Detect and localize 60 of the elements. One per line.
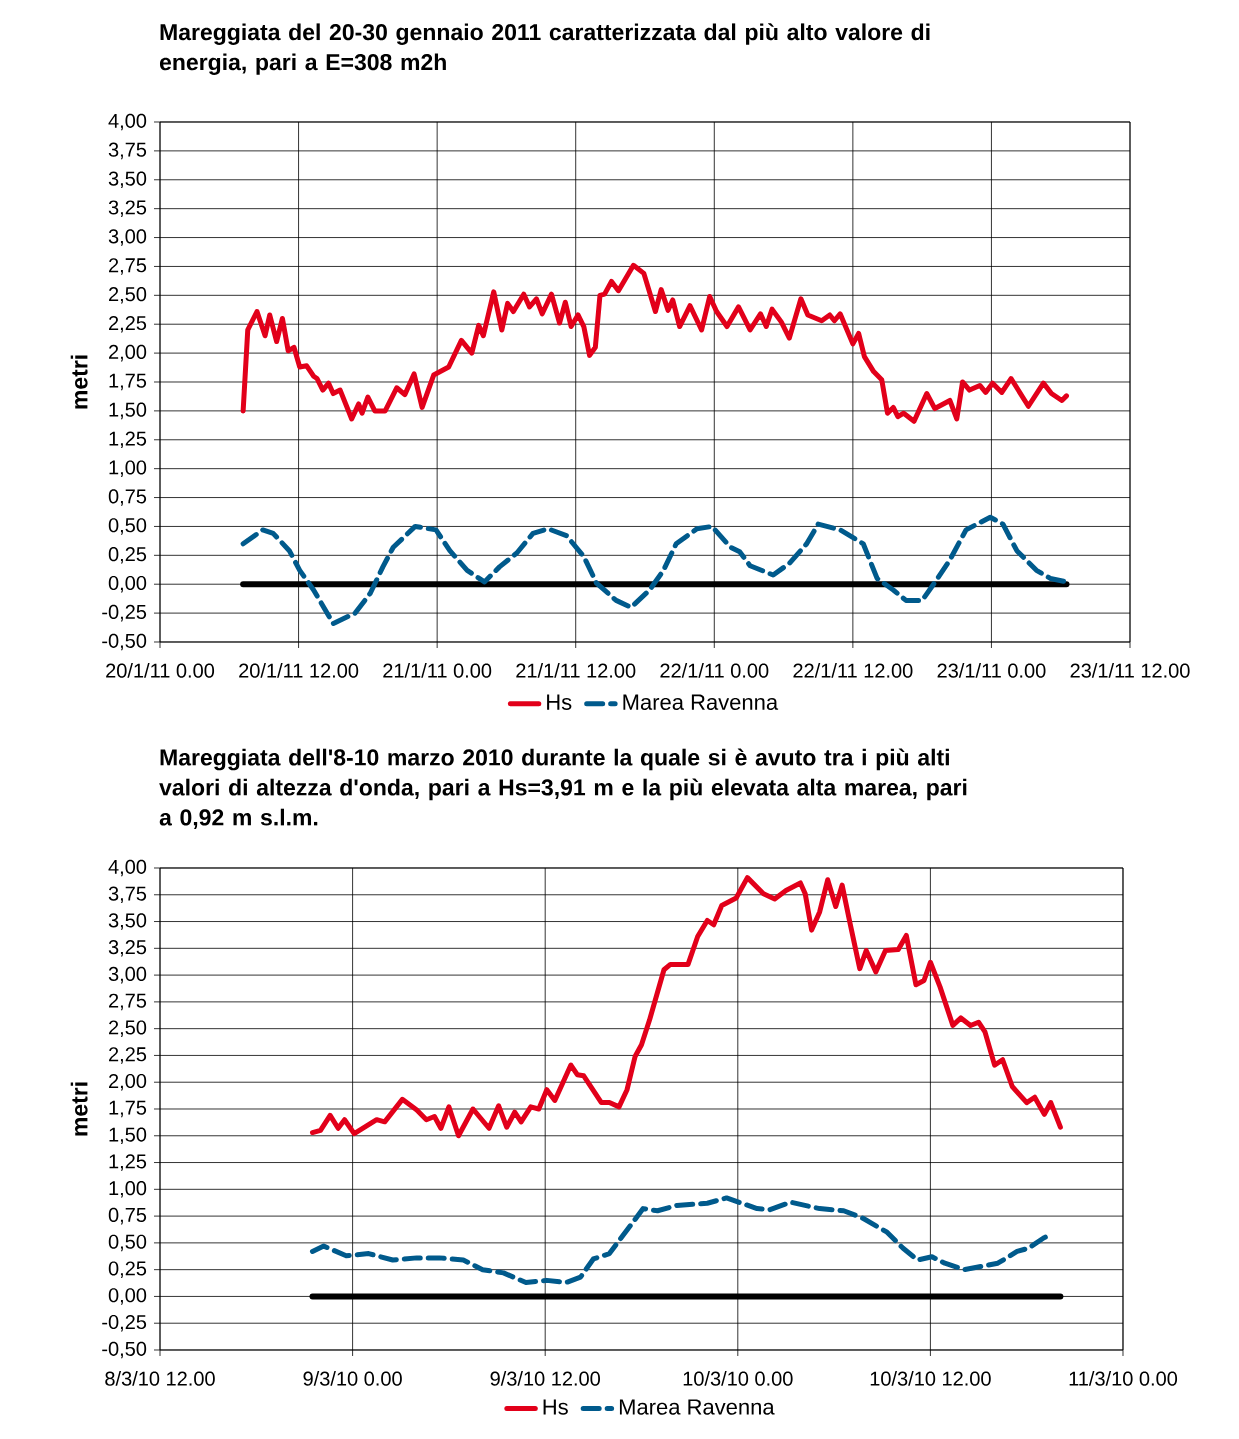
y-tick-label: 4,00 [108, 113, 147, 131]
y-tick-label: 0,00 [108, 575, 147, 593]
x-tick-label: 23/1/11 0.00 [937, 663, 1046, 678]
y-tick-label: 2,25 [109, 1047, 147, 1064]
x-tick-label: 8/3/10 12.00 [105, 1371, 215, 1386]
y-tick-label: -0,25 [102, 604, 147, 622]
y-tick-label: 3,25 [108, 200, 147, 217]
x-tick-label: 22/1/11 0.00 [660, 663, 769, 678]
y-tick-label: 3,75 [108, 886, 147, 904]
y-tick-label: 2,00 [109, 344, 147, 362]
x-tick-label: 21/1/11 12.00 [516, 663, 636, 678]
y-tick-label: 3,00 [108, 229, 147, 246]
chart-title: Mareggiata dell'8-10 marzo 2010 durante la quale si è avuto tra i più alti valori di altezza d'onda, pari a Hs=3,91 m e la più elevata alta marea, pari a 0,92 m s.l.m. [159, 748, 967, 829]
y-axis-title: metri [70, 355, 88, 409]
y-tick-label: 2,75 [109, 258, 147, 275]
x-tick-label: 10/3/10 12.00 [870, 1371, 991, 1386]
x-tick-label: 11/3/10 0.00 [1069, 1371, 1178, 1386]
y-tick-label: 1,00 [109, 460, 147, 477]
y-tick-label: 3,50 [108, 171, 147, 189]
x-tick-label: 21/1/11 0.00 [383, 663, 492, 678]
legend-label: Marea Ravenna [623, 694, 779, 710]
y-tick-label: -0,50 [102, 1341, 147, 1359]
y-tick-label: 1,50 [109, 1127, 147, 1145]
y-tick-label: 1,75 [109, 1100, 147, 1118]
y-tick-label: 1,00 [109, 1181, 147, 1198]
legend-label: Hs [547, 694, 572, 710]
legend-label: Marea Ravenna [619, 1399, 775, 1415]
y-tick-label: 1,50 [109, 402, 147, 420]
y-tick-label: -0,25 [102, 1314, 147, 1332]
x-tick-label: 23/1/11 12.00 [1070, 663, 1190, 678]
y-tick-label: 0,50 [108, 1234, 147, 1252]
y-tick-label: 0,00 [108, 1288, 147, 1305]
y-tick-label: 4,00 [108, 859, 147, 877]
y-tick-label: 2,25 [109, 315, 147, 333]
y-tick-label: 2,50 [109, 1020, 147, 1037]
y-tick-label: 3,75 [108, 142, 147, 160]
y-tick-label: -0,50 [102, 633, 147, 651]
y-tick-label: 0,50 [108, 518, 147, 535]
x-tick-label: 22/1/11 12.00 [793, 663, 913, 678]
x-tick-label: 10/3/10 0.00 [683, 1371, 793, 1386]
y-tick-label: 1,25 [109, 1154, 147, 1171]
y-tick-label: 2,00 [109, 1073, 147, 1091]
chart-title: Mareggiata del 20-30 gennaio 2011 caratterizzata dal più alto valore di energia, pari a E=308 m2h [159, 23, 930, 75]
x-tick-label: 20/1/11 0.00 [106, 663, 215, 678]
y-tick-label: 2,50 [109, 287, 147, 304]
y-tick-label: 0,75 [108, 489, 147, 506]
y-tick-label: 1,75 [109, 373, 147, 391]
y-tick-label: 0,75 [108, 1207, 147, 1225]
legend-label: Hs [543, 1399, 568, 1415]
y-tick-label: 0,25 [108, 547, 147, 564]
x-tick-label: 20/1/11 12.00 [239, 663, 359, 678]
y-tick-label: 2,75 [109, 993, 147, 1011]
y-tick-label: 1,25 [109, 431, 147, 449]
y-tick-label: 3,25 [108, 940, 147, 957]
y-axis-title: metri [70, 1082, 88, 1136]
x-tick-label: 9/3/10 12.00 [490, 1371, 600, 1386]
y-tick-label: 3,50 [108, 913, 147, 930]
x-tick-label: 9/3/10 0.00 [303, 1371, 402, 1386]
y-tick-label: 3,00 [108, 966, 147, 984]
y-tick-label: 0,25 [108, 1261, 147, 1278]
